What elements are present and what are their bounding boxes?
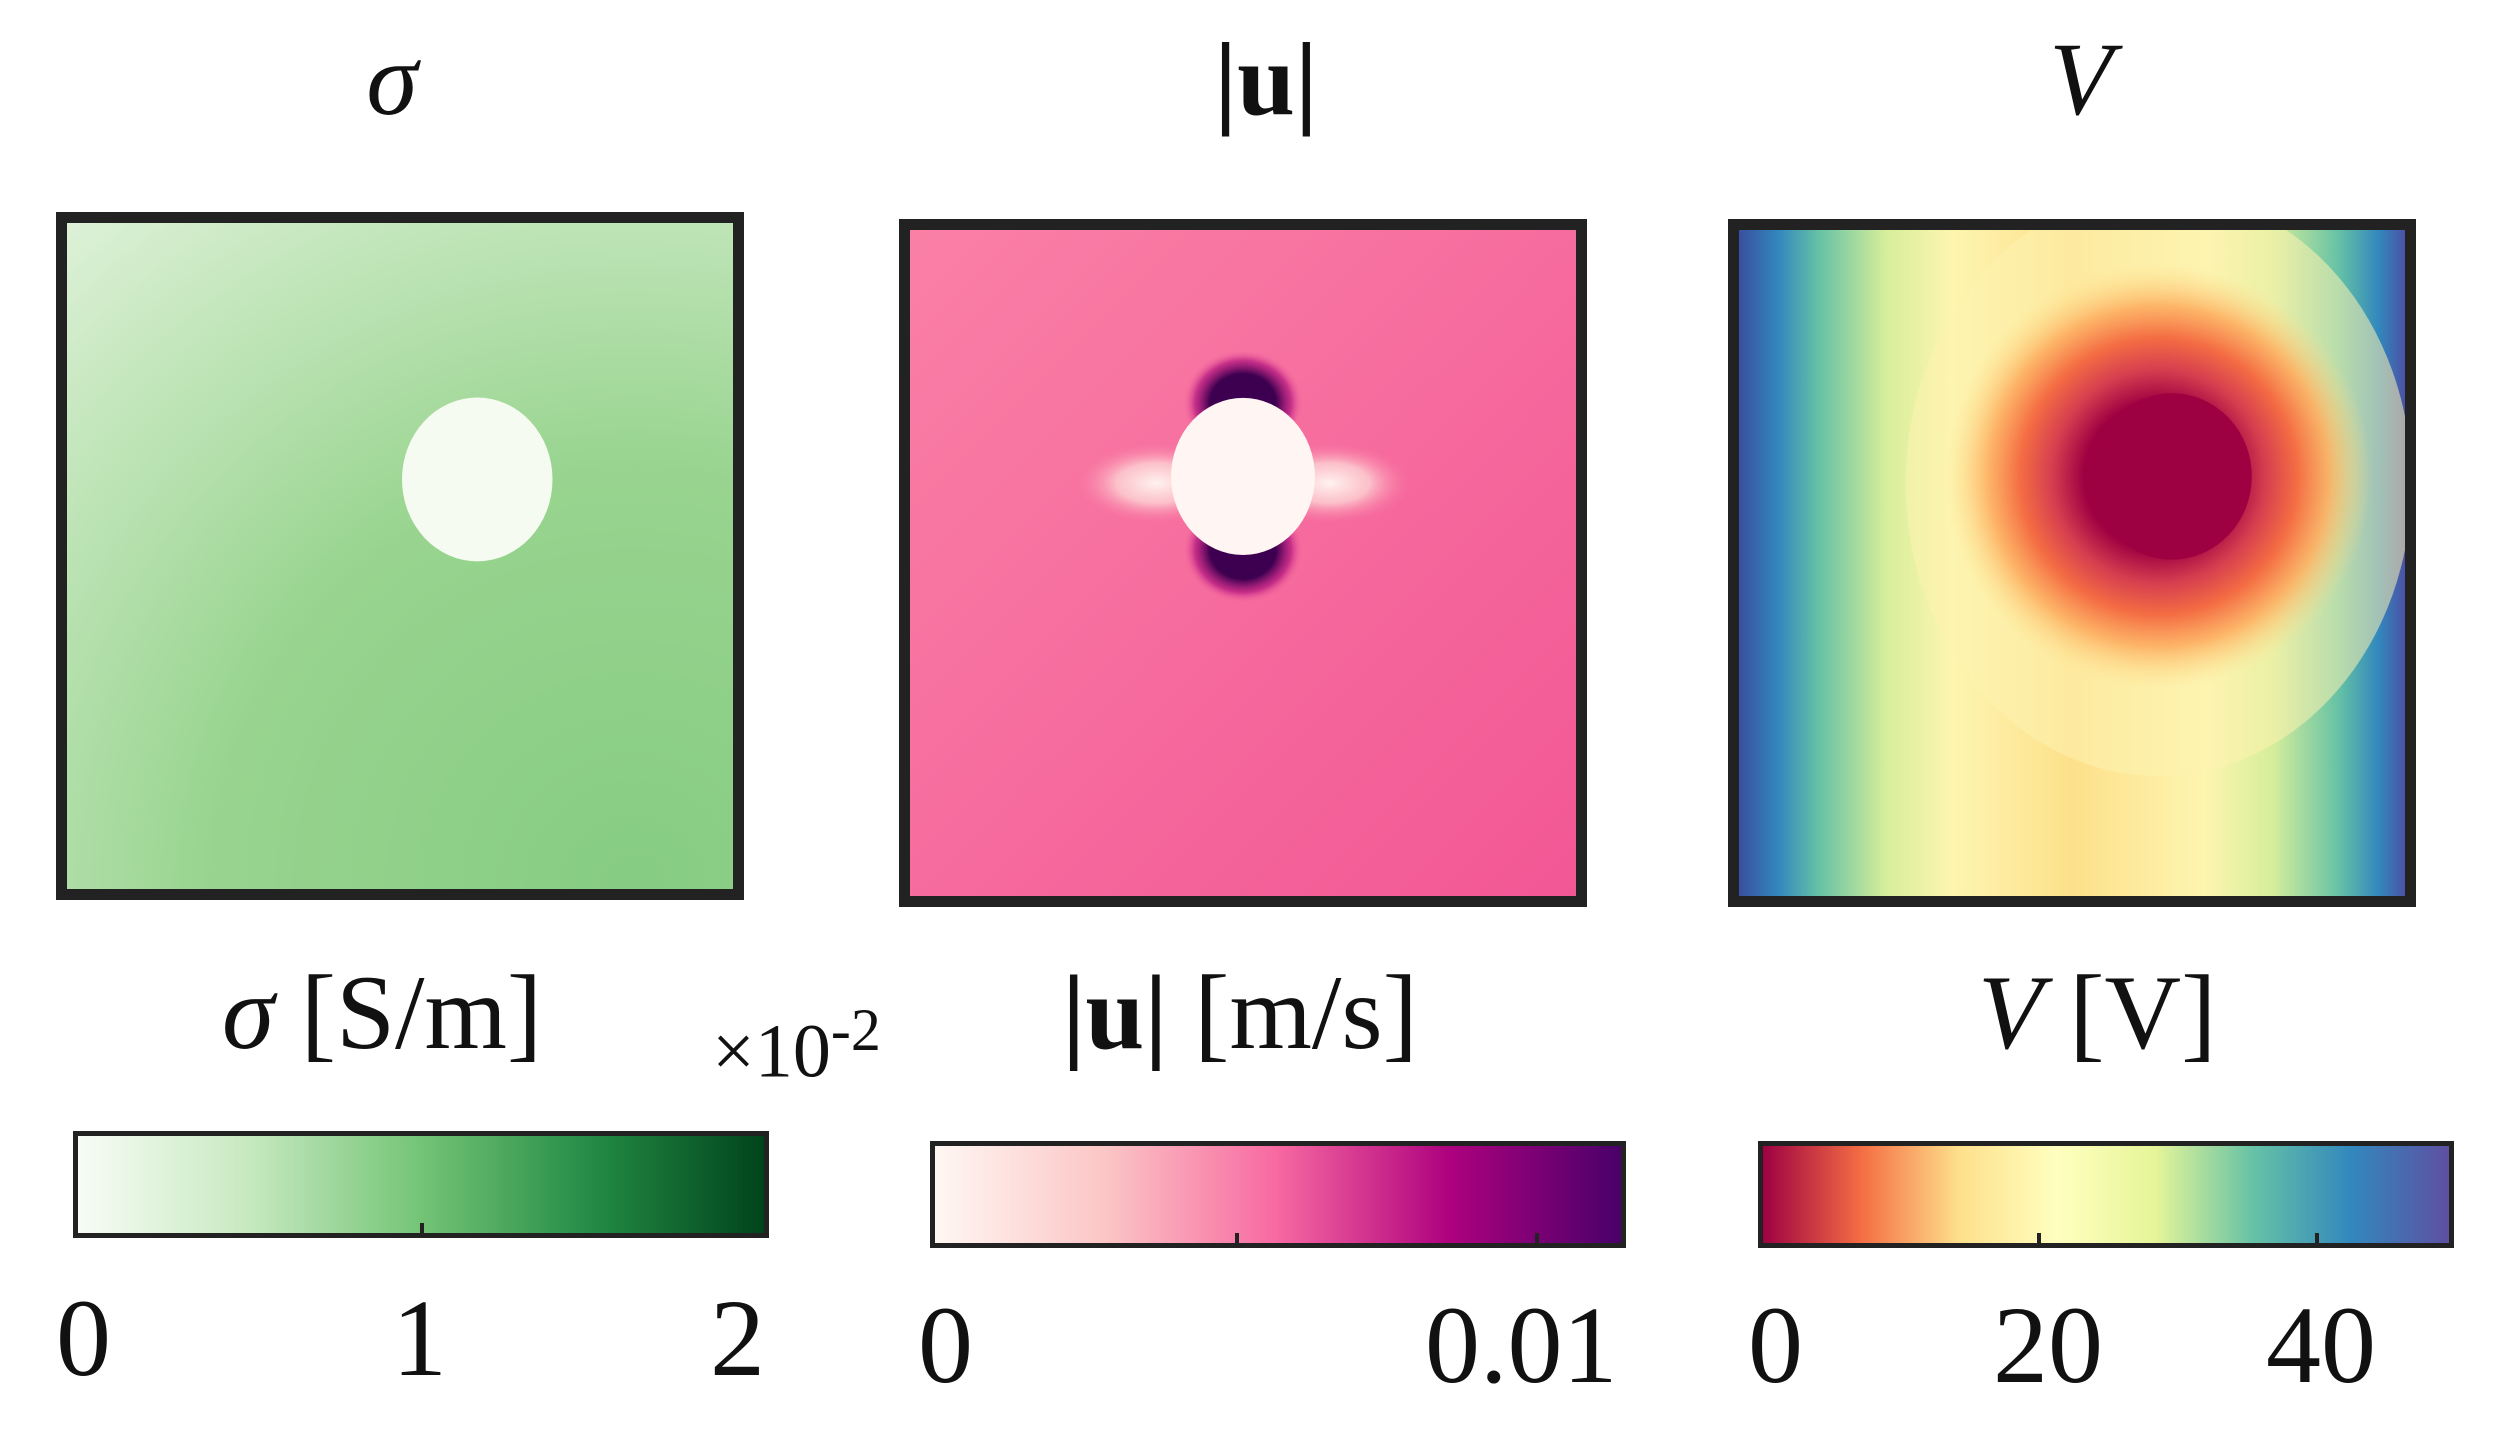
voltage-colorbar-symbol: V <box>1978 954 2043 1071</box>
title-sigma: σ <box>366 22 418 137</box>
velocity-obstacle-circle <box>1171 397 1315 556</box>
voltage-colorbar <box>1758 1141 2454 1248</box>
sigma-scale-base: ×10 <box>712 1009 831 1094</box>
sigma-field-background <box>67 223 733 889</box>
velocity-tick-1: 0.01 <box>1425 1284 1618 1406</box>
sigma-tick-0: 0 <box>56 1277 111 1399</box>
voltage-field-panel <box>1728 219 2416 907</box>
voltage-obstacle-circle <box>2091 393 2252 560</box>
velocity-colorbar-unit: [m/s] <box>1194 954 1418 1071</box>
sigma-scale-exponent: -2 <box>830 997 881 1063</box>
sigma-tick-2: 2 <box>710 1277 765 1399</box>
sigma-field-plot <box>67 223 733 889</box>
velocity-tick-0: 0 <box>918 1284 973 1406</box>
voltage-tick-1: 20 <box>1993 1284 2103 1406</box>
sigma-tick-1: 1 <box>392 1277 447 1399</box>
title-velocity: |u| <box>1066 28 1466 132</box>
velocity-colorbar-tick <box>1235 1233 1239 1243</box>
sigma-colorbar-label: σ [S/m] <box>222 960 542 1066</box>
velocity-colorbar <box>930 1141 1626 1248</box>
sigma-colorbar <box>73 1131 769 1238</box>
sigma-colorbar-tick <box>420 1223 424 1233</box>
sigma-colorbar-symbol: σ <box>222 954 275 1071</box>
velocity-colorbar-tick <box>1535 1233 1539 1243</box>
sigma-colorbar-unit: [S/m] <box>300 954 543 1071</box>
voltage-tick-0: 0 <box>1748 1284 1803 1406</box>
sigma-obstacle-circle <box>401 397 553 562</box>
sigma-field-panel <box>56 212 744 900</box>
velocity-colorbar-symbol: |u| <box>1062 954 1168 1071</box>
title-velocity-text: |u| <box>1214 22 1318 137</box>
voltage-colorbar-tick <box>2315 1233 2319 1243</box>
voltage-colorbar-label: V [V] <box>1978 960 2216 1066</box>
velocity-field-panel <box>899 219 1587 907</box>
velocity-colorbar-label: |u| [m/s] <box>1062 960 1418 1066</box>
title-voltage: V <box>2049 22 2113 137</box>
voltage-colorbar-unit: [V] <box>2069 954 2217 1071</box>
voltage-tick-2: 40 <box>2266 1284 2376 1406</box>
voltage-colorbar-tick <box>2037 1233 2041 1243</box>
sigma-scale-factor: ×10-2 <box>712 1000 881 1089</box>
velocity-field-plot <box>910 230 1576 896</box>
voltage-field-plot <box>1739 230 2405 896</box>
